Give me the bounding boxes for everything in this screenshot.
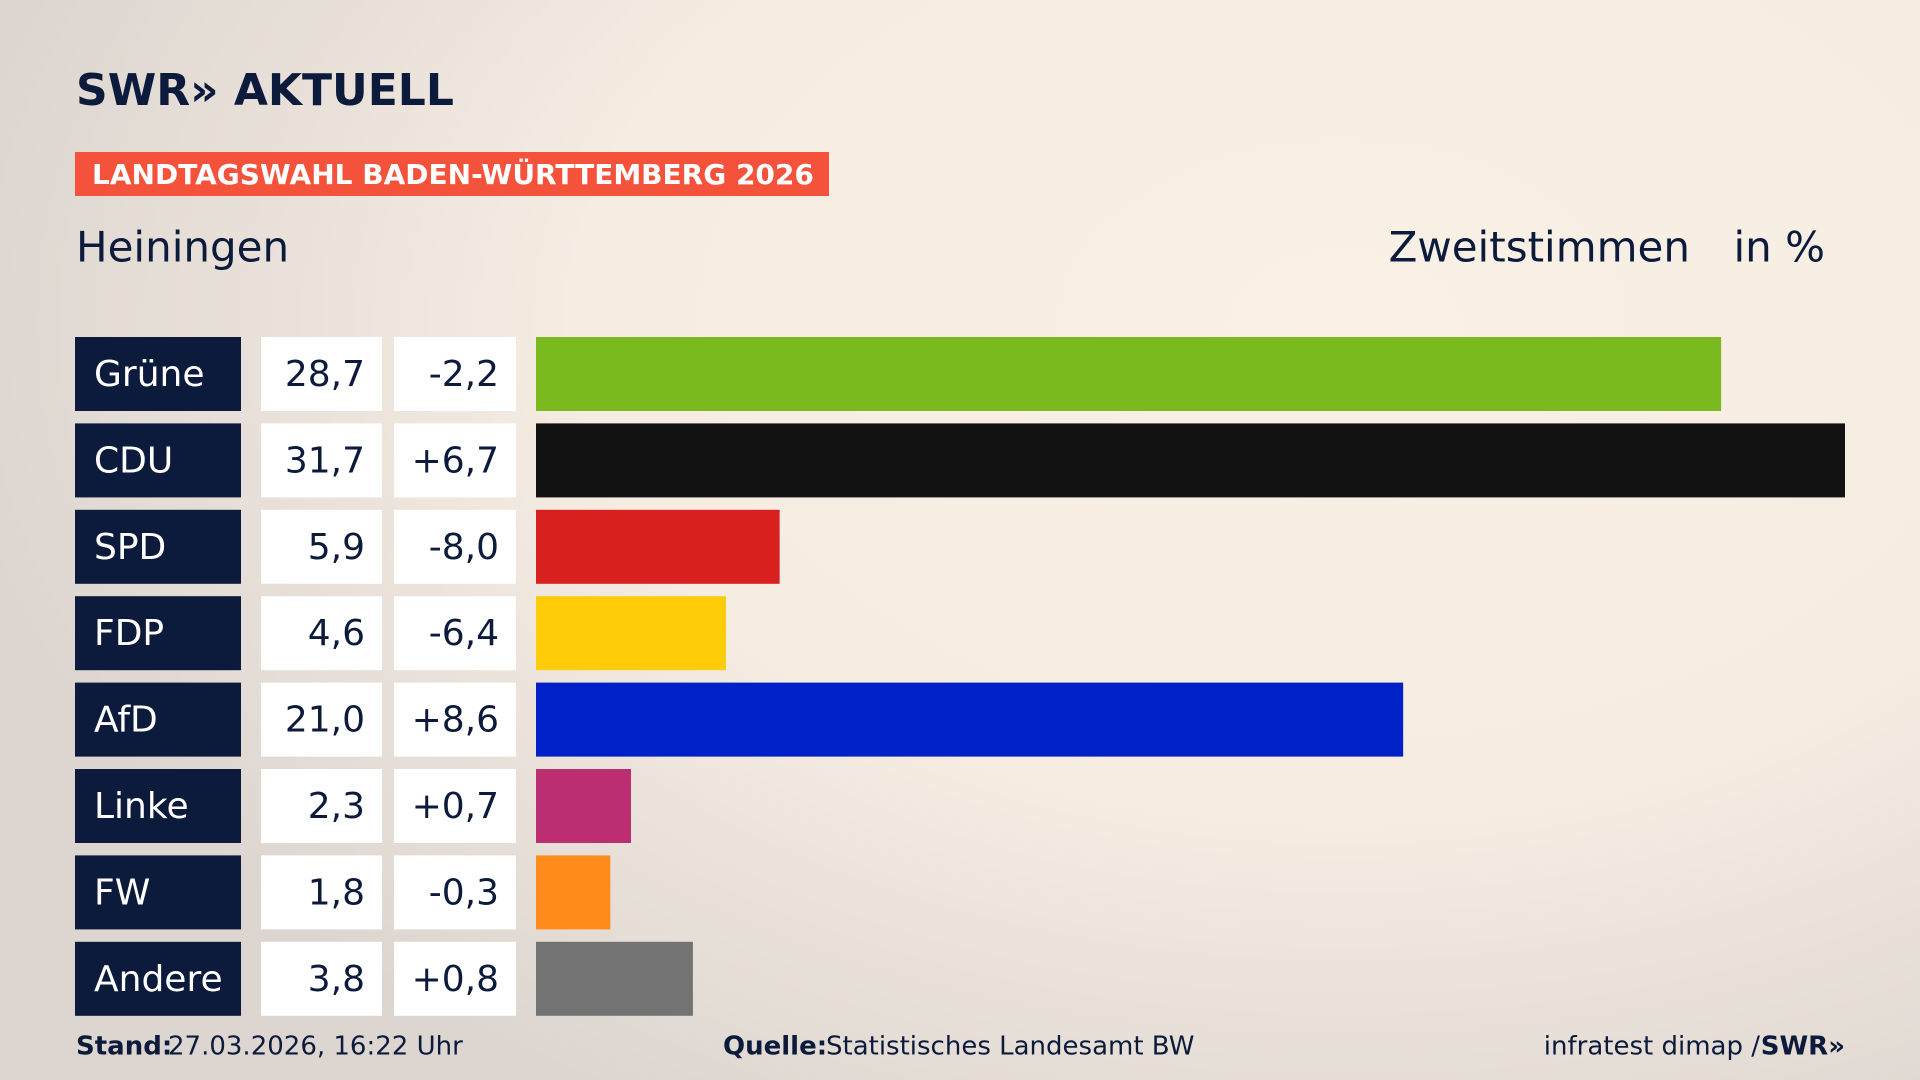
subtitle: Zweitstimmen: [1389, 223, 1690, 272]
party-box: [75, 509, 241, 584]
party-box: [75, 941, 241, 1016]
value-box: [261, 509, 382, 584]
stand-label: Stand:: [76, 1032, 172, 1062]
party-label: SPD: [94, 527, 166, 568]
change-label: +8,6: [412, 700, 499, 741]
bar: [536, 682, 1404, 757]
value-label: 21,0: [285, 700, 365, 741]
party-box: [75, 596, 241, 671]
value-label: 1,8: [308, 872, 365, 913]
value-label: 2,3: [308, 786, 365, 827]
change-box: [394, 682, 516, 757]
banner-bg: [75, 152, 829, 196]
change-box: [394, 596, 516, 671]
change-label: +0,7: [412, 786, 499, 827]
change-label: +0,8: [412, 959, 499, 1000]
party-label: CDU: [94, 440, 173, 481]
value-box: [261, 941, 382, 1016]
value-box: [261, 423, 382, 498]
change-box: [394, 509, 516, 584]
party-label: AfD: [94, 700, 158, 741]
party-box: [75, 855, 241, 930]
source: Statistisches Landesamt BW: [826, 1032, 1194, 1062]
unit: in %: [1733, 223, 1825, 272]
value-label: 3,8: [308, 959, 365, 1000]
value-label: 4,6: [308, 613, 365, 654]
party-box: [75, 423, 241, 498]
bar: [536, 509, 780, 584]
bar: [536, 596, 726, 671]
credit: infratest dimap /: [1544, 1032, 1760, 1062]
value-box: [261, 769, 382, 843]
party-label: Grüne: [94, 354, 204, 395]
value-label: 5,9: [308, 527, 365, 568]
banner: LANDTAGSWAHL BADEN-WÜRTTEMBERG 2026: [92, 157, 814, 191]
source-label: Quelle:: [723, 1032, 827, 1062]
change-box: [394, 941, 516, 1016]
change-label: +6,7: [412, 440, 499, 481]
party-box: [75, 337, 241, 411]
change-label: -6,4: [429, 613, 499, 654]
party-label: Linke: [94, 786, 189, 827]
party-label: Andere: [94, 959, 223, 1000]
bar: [536, 423, 1845, 498]
change-box: [394, 423, 516, 498]
value-box: [261, 855, 382, 930]
party-box: [75, 682, 241, 757]
value-label: 31,7: [285, 440, 365, 481]
value-label: 28,7: [285, 354, 365, 395]
change-box: [394, 337, 516, 411]
value-box: [261, 596, 382, 671]
change-box: [394, 769, 516, 843]
stand: 27.03.2026, 16:22 Uhr: [168, 1032, 463, 1062]
bar: [536, 769, 631, 843]
party-label: FW: [94, 872, 150, 913]
change-label: -2,2: [429, 354, 499, 395]
change-label: -8,0: [429, 527, 499, 568]
change-label: -0,3: [429, 872, 499, 913]
chart-title: Heiningen: [76, 223, 289, 272]
party-label: FDP: [94, 613, 164, 654]
value-box: [261, 682, 382, 757]
logo: SWR» AKTUELL: [76, 65, 454, 116]
party-box: [75, 769, 241, 843]
bar: [536, 337, 1722, 411]
bar: [536, 941, 693, 1016]
value-box: [261, 337, 382, 411]
bar: [536, 855, 611, 930]
change-box: [394, 855, 516, 930]
credit-logo: SWR»: [1761, 1032, 1845, 1062]
